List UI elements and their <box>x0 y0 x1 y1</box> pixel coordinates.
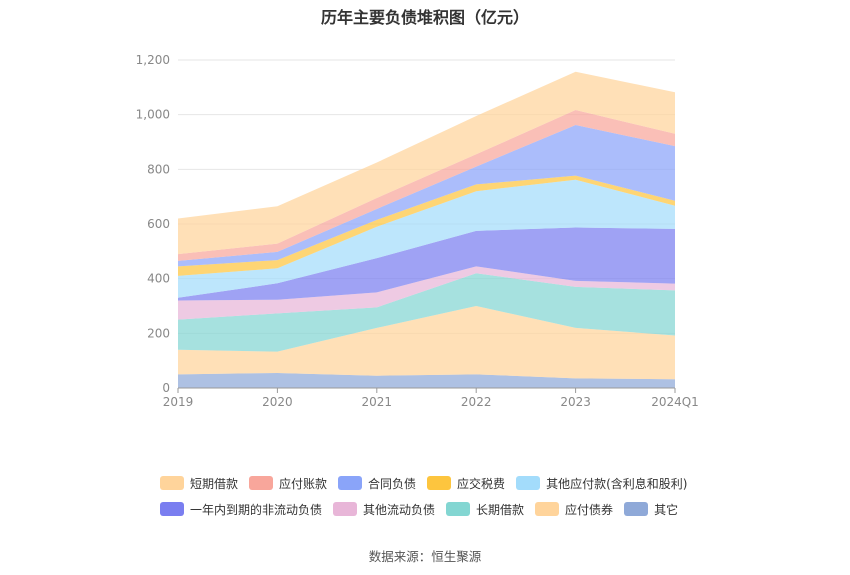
legend-label: 短期借款 <box>190 476 239 491</box>
legend-swatch <box>516 476 541 490</box>
axis-layer: 0 200 400 600 800 1,000 1,200 2019 2020 2021 2022 2… <box>136 53 699 409</box>
x-tick-label: 2020 <box>262 395 293 409</box>
legend-row: 一年内到期的非流动负债 其他流动负债 长期借款 应付债券 其它 <box>160 498 720 520</box>
y-tick-label: 800 <box>147 162 170 176</box>
legend-swatch <box>624 502 649 516</box>
area-series-5 <box>178 179 675 298</box>
legend-item[interactable]: 合同负债 <box>338 475 416 492</box>
legend: 短期借款 应付账款 合同负债 应交税费 其他应付款(含利息和股利) 一年内到期的非流动负债… <box>160 472 720 524</box>
legend-swatch <box>427 476 452 490</box>
area-series-9 <box>178 71 675 255</box>
legend-row: 短期借款 应付账款 合同负债 应交税费 其他应付款(含利息和股利) <box>160 472 720 494</box>
legend-label: 合同负债 <box>368 476 417 491</box>
y-tick-label: 200 <box>147 326 170 340</box>
legend-label: 一年内到期的非流动负债 <box>190 502 323 517</box>
legend-item[interactable]: 其他流动负债 <box>333 501 435 518</box>
legend-item[interactable]: 应付账款 <box>249 475 327 492</box>
area-series-6 <box>178 175 675 276</box>
x-tick-label: 2019 <box>163 395 194 409</box>
legend-swatch <box>160 502 184 516</box>
legend-item[interactable]: 应付债券 <box>535 501 613 518</box>
area-series-2 <box>178 273 675 352</box>
legend-label: 长期借款 <box>476 502 525 517</box>
source-note: 数据来源：恒生聚源 <box>368 549 482 564</box>
legend-item[interactable]: 其它 <box>624 501 678 518</box>
legend-label: 应交税费 <box>457 476 506 491</box>
x-tick-label: 2021 <box>362 395 393 409</box>
area-series-1 <box>178 306 675 380</box>
legend-label: 应付债券 <box>565 502 614 517</box>
legend-swatch <box>249 476 274 490</box>
x-tick-label: 2022 <box>461 395 492 409</box>
area-layer <box>178 71 675 388</box>
y-tick-label: 1,000 <box>136 108 170 122</box>
x-tick-label: 2023 <box>560 395 591 409</box>
legend-swatch <box>160 476 184 490</box>
area-series-7 <box>178 125 675 267</box>
area-series-8 <box>178 110 675 261</box>
legend-item[interactable]: 短期借款 <box>160 475 238 492</box>
area-series-0 <box>178 372 675 388</box>
legend-label: 其它 <box>654 502 679 517</box>
legend-item[interactable]: 长期借款 <box>446 501 524 518</box>
legend-swatch <box>535 502 560 516</box>
legend-item[interactable]: 应交税费 <box>427 475 505 492</box>
legend-swatch <box>446 502 471 516</box>
chart-title: 历年主要负债堆积图（亿元） <box>320 8 529 27</box>
legend-item[interactable]: 其他应付款(含利息和股利) <box>516 475 687 492</box>
legend-label: 其他应付款(含利息和股利) <box>546 476 688 491</box>
y-tick-label: 0 <box>162 381 170 395</box>
area-series-3 <box>178 266 675 320</box>
legend-label: 其他流动负债 <box>363 502 436 517</box>
legend-swatch <box>333 502 358 516</box>
area-series-4 <box>178 227 675 301</box>
legend-item[interactable]: 一年内到期的非流动负债 <box>160 501 322 518</box>
x-tick-label: 2024Q1 <box>651 395 699 409</box>
y-tick-label: 600 <box>147 217 170 231</box>
legend-label: 应付账款 <box>279 476 328 491</box>
y-tick-label: 400 <box>147 272 170 286</box>
legend-swatch <box>338 476 363 490</box>
y-tick-label: 1,200 <box>136 53 170 67</box>
